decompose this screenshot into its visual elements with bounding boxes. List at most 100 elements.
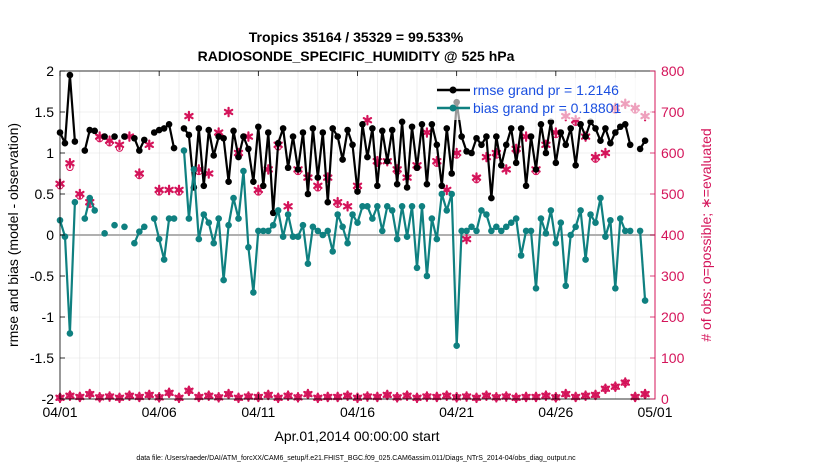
bias-point — [607, 216, 614, 224]
rmse-line — [59, 73, 76, 145]
obs-bottom-evaluated — [471, 392, 482, 404]
rmse-point — [66, 71, 74, 79]
rmse-point — [636, 145, 644, 153]
rmse-point — [478, 141, 485, 149]
rmse-point — [279, 125, 287, 132]
obs-star-stroke — [422, 129, 432, 136]
obs-bottom-evaluated — [144, 389, 154, 401]
rmse-point — [91, 127, 99, 135]
bias-point — [339, 223, 346, 231]
bias-point — [537, 215, 545, 222]
y-tick-label-right: 300 — [661, 268, 685, 284]
bias-point — [488, 227, 495, 235]
obs-star-stroke — [75, 190, 85, 198]
bias-point — [294, 233, 302, 240]
obs-bottom-evaluated — [412, 392, 422, 404]
rmse-point — [378, 127, 386, 135]
bias-point — [378, 227, 386, 235]
bias-point — [324, 227, 332, 235]
bias-point — [388, 207, 396, 214]
rmse-point — [195, 125, 203, 132]
bias-point — [255, 227, 262, 235]
obs-star-stroke — [65, 160, 75, 167]
obs-star-stroke — [283, 392, 293, 399]
bias-point — [150, 215, 158, 222]
rmse-point — [264, 129, 272, 136]
bias-point — [195, 235, 203, 243]
y-tick-label-left: -2 — [42, 391, 55, 407]
rmse-point — [587, 118, 594, 126]
obs-bottom-evaluated — [342, 390, 353, 402]
bias-point — [121, 223, 128, 231]
obs-bottom-evaluated — [362, 391, 373, 402]
obs-bottom-evaluated — [422, 391, 432, 402]
bias-point — [136, 228, 143, 236]
bias-point — [349, 211, 356, 218]
obs-evaluated-marker — [283, 201, 293, 212]
bias-point — [612, 285, 619, 292]
bias-point — [220, 276, 227, 284]
bias-point — [309, 223, 317, 231]
bias-point — [240, 167, 247, 175]
rmse-point — [527, 133, 535, 140]
bias-line — [639, 230, 647, 301]
rmse-point — [592, 125, 599, 132]
rmse-point — [577, 121, 584, 128]
y-tick-label-right: 600 — [661, 145, 685, 161]
rmse-point — [458, 133, 465, 140]
y-tick-label-right: 500 — [661, 186, 685, 202]
bias-point — [210, 239, 218, 247]
rmse-point — [210, 152, 218, 159]
rmse-point — [522, 182, 530, 190]
rmse-point — [155, 126, 163, 134]
rmse-point — [329, 125, 337, 132]
rmse-point — [388, 126, 396, 134]
bias-line — [58, 202, 76, 335]
bias-point — [111, 221, 118, 229]
obs-star-stroke — [194, 393, 204, 401]
obs-bottom-evaluated — [94, 392, 105, 403]
rmse-point — [121, 133, 128, 140]
obs-evaluated-marker — [600, 147, 611, 159]
y-tick-label-left: 2 — [46, 63, 54, 79]
rmse-point — [136, 147, 143, 154]
obs-star-stroke — [442, 392, 452, 399]
rmse-point — [284, 164, 292, 172]
rmse-point — [517, 125, 525, 132]
rmse-point — [468, 149, 475, 157]
bias-point — [522, 227, 530, 235]
obs-evaluated-marker — [134, 168, 145, 179]
obs-bottom-evaluated — [501, 391, 511, 402]
obs-star-stroke — [104, 393, 115, 400]
rmse-point — [463, 148, 470, 155]
series-group — [56, 71, 649, 350]
obs-evaluated-marker — [144, 139, 154, 151]
bias-point — [547, 207, 555, 214]
bias-point — [170, 215, 178, 222]
rmse-point — [309, 125, 317, 132]
rmse-point — [294, 166, 302, 173]
obs-bottom-evaluated — [243, 391, 254, 402]
obs-star-stroke — [531, 393, 541, 401]
obs-evaluated-marker — [471, 172, 482, 183]
bias-point — [636, 227, 644, 235]
rmse-point — [423, 180, 431, 188]
bias-point — [418, 203, 426, 210]
obs-star-stroke — [362, 116, 373, 124]
obs-evaluated-marker — [422, 127, 432, 138]
bias-point — [71, 198, 79, 206]
bias-point — [443, 207, 451, 214]
bias-point — [567, 231, 575, 239]
rmse-point — [383, 157, 391, 165]
obs-bottom-evaluated — [531, 391, 541, 403]
rmse-point — [101, 133, 108, 140]
obs-star-stroke — [184, 112, 194, 120]
obs-star-stroke — [204, 392, 214, 399]
obs-star-stroke — [481, 392, 492, 399]
obs-star-stroke — [580, 392, 591, 399]
bias-point — [398, 203, 406, 210]
rmse-point — [483, 133, 490, 140]
bias-point — [190, 166, 198, 173]
rmse-point — [215, 133, 222, 140]
